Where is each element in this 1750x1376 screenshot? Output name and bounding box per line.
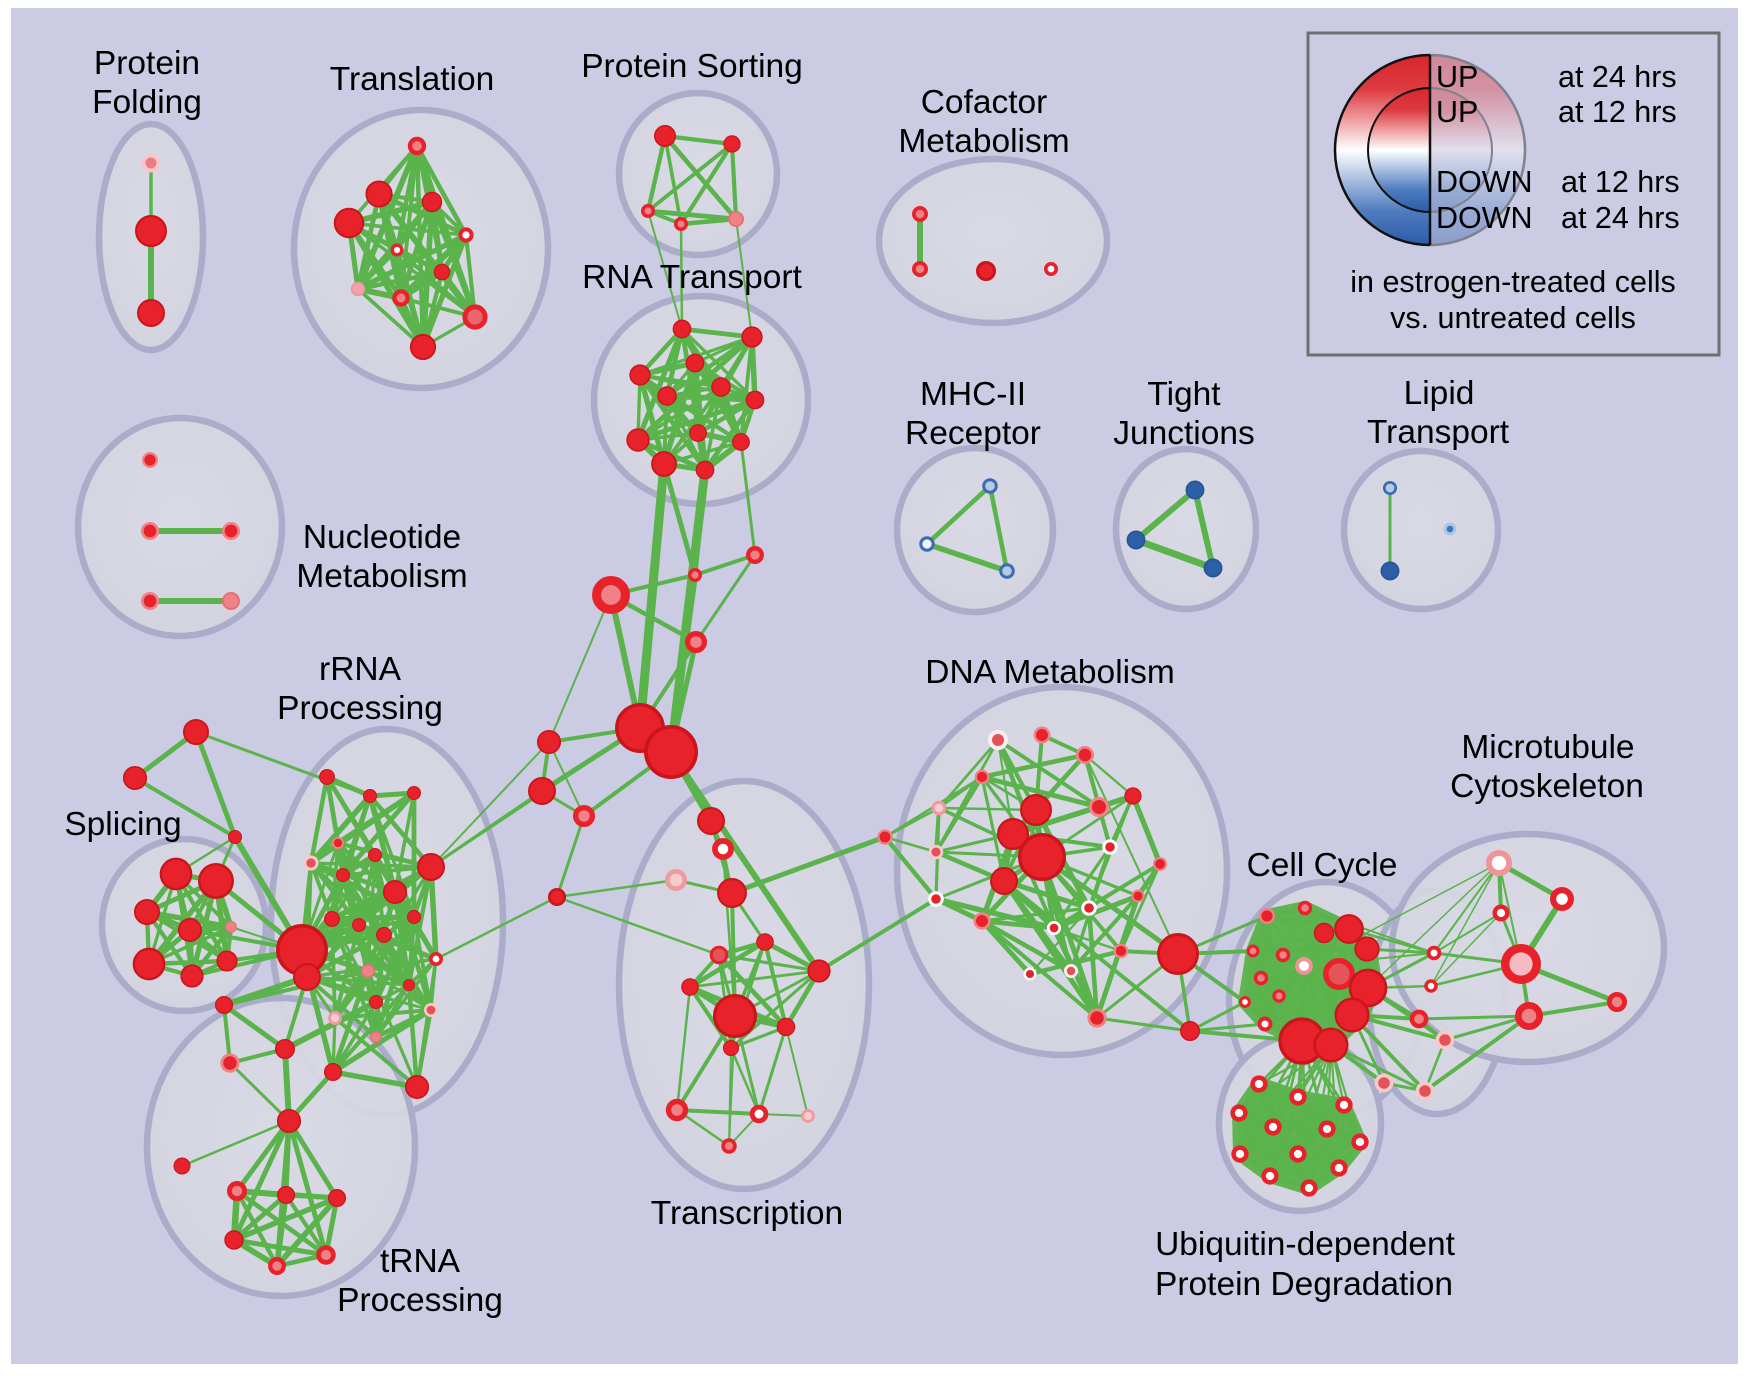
svg-text:Metabolism: Metabolism (296, 558, 467, 595)
svg-text:Microtubule: Microtubule (1461, 729, 1634, 766)
svg-text:at 24 hrs: at 24 hrs (1561, 201, 1680, 235)
svg-text:in estrogen-treated cells: in estrogen-treated cells (1350, 265, 1676, 299)
svg-text:Junctions: Junctions (1113, 415, 1255, 452)
svg-text:Transcription: Transcription (651, 1195, 843, 1232)
svg-text:at 12 hrs: at 12 hrs (1558, 95, 1677, 129)
svg-text:Protein Sorting: Protein Sorting (581, 48, 803, 85)
svg-text:DOWN: DOWN (1436, 201, 1533, 235)
svg-text:Receptor: Receptor (905, 415, 1041, 452)
svg-text:DOWN: DOWN (1436, 165, 1533, 199)
svg-text:Ubiquitin-dependent: Ubiquitin-dependent (1155, 1226, 1456, 1263)
svg-text:rRNA: rRNA (319, 651, 402, 688)
svg-text:RNA Transport: RNA Transport (582, 259, 802, 296)
svg-text:vs. untreated cells: vs. untreated cells (1390, 301, 1636, 335)
svg-text:DNA Metabolism: DNA Metabolism (925, 654, 1174, 691)
svg-text:Processing: Processing (337, 1282, 503, 1319)
svg-text:Processing: Processing (277, 690, 443, 727)
svg-text:Tight: Tight (1147, 376, 1221, 413)
svg-text:Transport: Transport (1367, 414, 1510, 451)
svg-text:Lipid: Lipid (1404, 375, 1475, 412)
svg-text:UP: UP (1436, 95, 1478, 129)
svg-text:Nucleotide: Nucleotide (303, 519, 461, 556)
svg-text:tRNA: tRNA (380, 1243, 461, 1280)
svg-text:at 12 hrs: at 12 hrs (1561, 165, 1680, 199)
svg-text:Protein Degradation: Protein Degradation (1155, 1266, 1453, 1303)
svg-text:Cytoskeleton: Cytoskeleton (1450, 768, 1644, 805)
svg-text:at 24 hrs: at 24 hrs (1558, 60, 1677, 94)
svg-text:Translation: Translation (330, 61, 494, 98)
svg-text:Cofactor: Cofactor (921, 84, 1048, 121)
svg-text:Folding: Folding (92, 84, 202, 121)
svg-text:Metabolism: Metabolism (898, 123, 1069, 160)
svg-text:Cell Cycle: Cell Cycle (1247, 847, 1398, 884)
svg-text:UP: UP (1436, 60, 1478, 94)
svg-text:Splicing: Splicing (64, 806, 181, 843)
svg-text:Protein: Protein (94, 45, 200, 82)
svg-text:MHC-II: MHC-II (920, 376, 1026, 413)
